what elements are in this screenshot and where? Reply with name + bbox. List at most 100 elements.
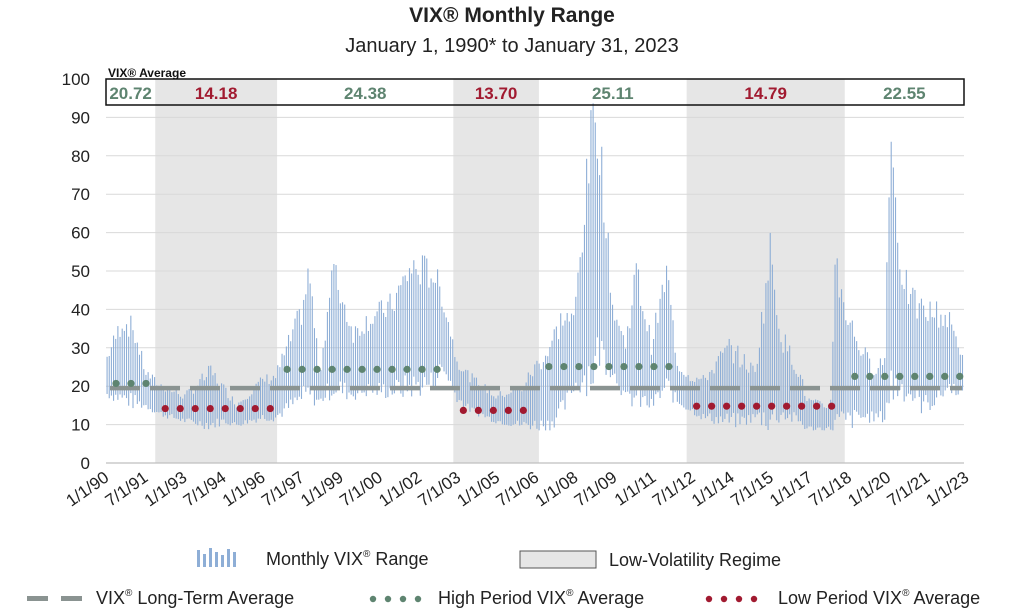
x-tick-label: 7/1/91 <box>102 468 152 511</box>
high-period-dot <box>358 365 366 373</box>
high-period-dot <box>127 379 135 388</box>
y-tick-label: 70 <box>71 185 90 204</box>
legend-dash-icon <box>27 596 82 601</box>
legend-red-dots-icon <box>705 595 758 603</box>
svg-text:Low Period VIX® Average: Low Period VIX® Average <box>778 588 980 608</box>
x-tick-label: 7/1/09 <box>571 468 621 511</box>
x-tick-label: 7/1/03 <box>414 468 464 511</box>
high-period-dot <box>851 372 859 381</box>
x-tick-label: 1/1/11 <box>611 468 660 510</box>
low-period-dot <box>236 404 244 413</box>
low-period-dot <box>206 404 214 413</box>
legend-high-period-label: High Period VIX <box>438 588 566 608</box>
low-period-dot <box>693 402 701 410</box>
high-period-dot <box>283 365 291 373</box>
low-period-dot <box>459 406 467 414</box>
high-period-dot <box>605 362 613 371</box>
registered-mark: ® <box>125 588 133 599</box>
average-box-label: VIX® Average <box>108 66 186 80</box>
high-period-dot <box>881 372 889 381</box>
x-tick-label: 7/1/18 <box>805 468 855 511</box>
svg-text:Monthly VIX® Range: Monthly VIX® Range <box>266 549 428 569</box>
legend-green-dots-icon <box>369 595 422 603</box>
high-period-dot <box>313 365 321 373</box>
high-period-dot <box>343 365 351 373</box>
high-period-dot <box>433 365 441 373</box>
registered-mark: ® <box>902 588 910 599</box>
y-tick-label: 50 <box>71 262 90 281</box>
legend-long-term-label: VIX <box>96 588 125 608</box>
x-tick-label: 1/1/99 <box>297 468 347 511</box>
high-period-dot <box>560 362 568 371</box>
legend-shade-swatch-icon <box>519 550 597 569</box>
legend-long-term: VIX® Long-Term Average <box>27 588 294 608</box>
x-tick-label: 7/1/94 <box>180 468 230 511</box>
monthly-range-bars <box>106 103 964 431</box>
low-period-dot <box>474 406 482 414</box>
high-period-dot <box>620 362 628 371</box>
legend-high-period: High Period VIX® Average <box>369 588 644 608</box>
y-tick-label: 30 <box>71 339 90 358</box>
legend-low-vol: Low-Volatility Regime <box>519 550 781 570</box>
y-tick-label: 100 <box>62 70 90 89</box>
high-period-dot <box>956 372 964 381</box>
low-period-dot <box>161 404 169 413</box>
high-period-dot <box>926 372 934 381</box>
low-period-dot <box>191 404 199 413</box>
y-tick-label: 80 <box>71 147 90 166</box>
high-period-dot <box>650 362 658 371</box>
chart-title: VIX® Monthly Range <box>409 4 615 27</box>
low-period-dot <box>738 402 746 410</box>
legend-bar-swatch-icon <box>197 548 236 567</box>
low-period-dot <box>266 404 274 413</box>
period-average-label: 14.18 <box>195 84 238 103</box>
x-tick-label: 1/1/23 <box>923 468 973 511</box>
x-tick-label: 7/1/97 <box>258 468 308 511</box>
legend-high-period-suffix: Average <box>573 588 644 608</box>
high-period-dot <box>112 379 120 388</box>
low-period-dot <box>489 406 497 414</box>
high-period-dot <box>403 365 411 373</box>
period-average-label: 13.70 <box>475 84 518 103</box>
legend-low-period: Low Period VIX® Average <box>705 588 980 608</box>
low-period-dot <box>783 402 791 410</box>
x-tick-label: 1/1/96 <box>219 468 269 511</box>
average-box-border <box>105 78 965 106</box>
low-period-dot <box>828 402 836 410</box>
high-period-dot <box>590 362 598 371</box>
high-period-dot <box>911 372 919 381</box>
registered-mark: ® <box>566 588 574 599</box>
legend-low-period-suffix: Average <box>909 588 980 608</box>
low-period-dot <box>813 402 821 410</box>
x-tick-label: 1/1/93 <box>141 468 191 511</box>
high-period-dot <box>373 365 381 373</box>
low-period-dot <box>504 406 512 414</box>
period-average-label: 14.79 <box>744 84 787 103</box>
legend-low-period-label: Low Period VIX <box>778 588 902 608</box>
x-tick-label: 7/1/06 <box>493 468 543 511</box>
low-period-dot <box>768 402 776 410</box>
x-tick-label: 1/1/17 <box>766 468 816 511</box>
high-period-dot <box>142 379 150 388</box>
high-period-dot <box>298 365 306 373</box>
y-tick-label: 10 <box>71 416 90 435</box>
period-average-label: 20.72 <box>109 84 152 103</box>
legend-long-term-suffix: Long-Term Average <box>132 588 294 608</box>
x-tick-label: 1/1/05 <box>454 468 504 511</box>
x-tick-label: 1/1/20 <box>844 468 894 511</box>
high-period-dot <box>545 362 553 371</box>
legend-monthly-range-label: Monthly VIX <box>266 549 363 569</box>
x-tick-label: 7/1/12 <box>649 468 699 511</box>
x-tick-label: 1/1/14 <box>688 468 738 511</box>
x-tick-label: 1/1/08 <box>532 468 582 511</box>
y-tick-label: 20 <box>71 377 90 396</box>
period-average-label: 25.11 <box>592 84 634 103</box>
period-average-dots <box>112 362 964 414</box>
low-period-dot <box>519 406 527 414</box>
y-tick-label: 0 <box>81 454 90 473</box>
x-tick-label: 1/1/02 <box>375 468 425 511</box>
x-tick-label: 7/1/00 <box>336 468 386 511</box>
high-period-dot <box>665 362 673 371</box>
low-period-dot <box>723 402 731 410</box>
